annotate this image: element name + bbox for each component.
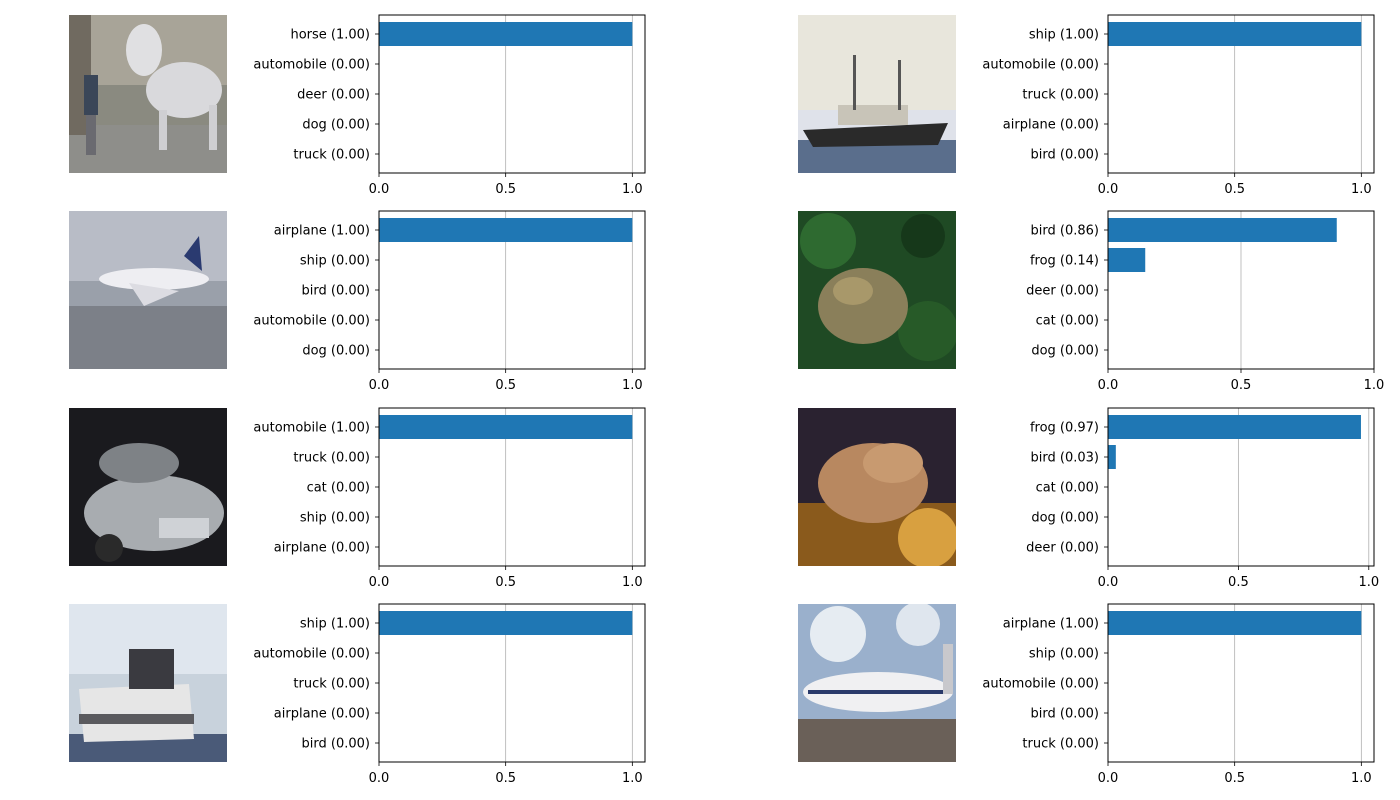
bar-chart-3: airplane (1.00) ship (0.00) bird (0.00) aut… bbox=[253, 210, 646, 393]
x-tick-label: 0.5 bbox=[495, 575, 516, 590]
x-tick-label: 1.0 bbox=[622, 378, 643, 393]
bar-chart-2: ship (1.00) automobile (0.00) truck (0.00)… bbox=[982, 14, 1375, 197]
bar bbox=[1108, 22, 1362, 46]
category-label: airplane (0.00) bbox=[1003, 118, 1099, 133]
category-label: airplane (1.00) bbox=[1003, 617, 1099, 632]
plot-frame bbox=[1107, 14, 1375, 174]
category-label: airplane (0.00) bbox=[274, 707, 370, 722]
category-label: automobile (1.00) bbox=[253, 421, 370, 436]
category-label: bird (0.86) bbox=[1031, 224, 1099, 239]
x-tick-label: 0.0 bbox=[1098, 378, 1119, 393]
x-tick-label: 1.0 bbox=[1364, 378, 1385, 393]
x-tick-label: 0.0 bbox=[1098, 182, 1119, 197]
bar-chart-8: airplane (1.00) ship (0.00) automobile (0.… bbox=[982, 603, 1375, 786]
x-tick-label: 0.0 bbox=[369, 575, 390, 590]
x-tick-label: 0.0 bbox=[1098, 575, 1119, 590]
category-label: bird (0.00) bbox=[1031, 148, 1099, 163]
category-label: automobile (0.00) bbox=[982, 58, 1099, 73]
category-label: ship (1.00) bbox=[300, 617, 370, 632]
category-label: ship (0.00) bbox=[300, 511, 370, 526]
category-label: dog (0.00) bbox=[302, 344, 370, 359]
category-label: horse (1.00) bbox=[290, 28, 370, 43]
category-label: ship (1.00) bbox=[1029, 28, 1099, 43]
plot-frame bbox=[1107, 603, 1375, 763]
thumbnail-ship bbox=[798, 15, 956, 173]
x-tick-label: 0.5 bbox=[495, 378, 516, 393]
x-tick-label: 0.5 bbox=[1224, 182, 1245, 197]
bar bbox=[1108, 611, 1362, 635]
x-tick-label: 1.0 bbox=[622, 575, 643, 590]
category-label: bird (0.00) bbox=[302, 284, 370, 299]
plot-frame bbox=[378, 210, 646, 370]
bar-chart-6: frog (0.97) bird (0.03) cat (0.00) dog (0.0… bbox=[1026, 407, 1379, 590]
bar bbox=[1108, 218, 1337, 242]
bar-chart-1: horse (1.00) automobile (0.00) deer (0.00)… bbox=[253, 14, 646, 197]
x-tick-label: 1.0 bbox=[622, 182, 643, 197]
thumbnail-horse bbox=[69, 15, 227, 173]
category-label: automobile (0.00) bbox=[253, 314, 370, 329]
category-label: ship (0.00) bbox=[300, 254, 370, 269]
category-label: deer (0.00) bbox=[1026, 541, 1099, 556]
category-label: frog (0.14) bbox=[1030, 254, 1099, 269]
x-tick-label: 0.0 bbox=[369, 771, 390, 786]
x-tick-label: 0.5 bbox=[1224, 771, 1245, 786]
category-label: cat (0.00) bbox=[307, 481, 370, 496]
category-label: cat (0.00) bbox=[1036, 314, 1099, 329]
bar bbox=[379, 611, 633, 635]
thumbnail-frog-2 bbox=[798, 408, 956, 566]
plot-frame bbox=[1107, 407, 1375, 567]
category-label: deer (0.00) bbox=[1026, 284, 1099, 299]
category-label: truck (0.00) bbox=[1022, 88, 1099, 103]
x-tick-label: 1.0 bbox=[622, 771, 643, 786]
category-label: dog (0.00) bbox=[302, 118, 370, 133]
category-label: truck (0.00) bbox=[293, 677, 370, 692]
x-tick-label: 0.0 bbox=[1098, 771, 1119, 786]
thumbnail-airplane-2 bbox=[798, 604, 956, 762]
x-tick-label: 0.0 bbox=[369, 378, 390, 393]
category-label: cat (0.00) bbox=[1036, 481, 1099, 496]
category-label: truck (0.00) bbox=[293, 148, 370, 163]
category-label: ship (0.00) bbox=[1029, 647, 1099, 662]
x-tick-label: 1.0 bbox=[1358, 575, 1379, 590]
x-tick-label: 0.5 bbox=[1231, 378, 1252, 393]
category-label: deer (0.00) bbox=[297, 88, 370, 103]
category-label: airplane (1.00) bbox=[274, 224, 370, 239]
category-label: truck (0.00) bbox=[1022, 737, 1099, 752]
category-label: truck (0.00) bbox=[293, 451, 370, 466]
category-label: automobile (0.00) bbox=[253, 58, 370, 73]
bar-chart-7: ship (1.00) automobile (0.00) truck (0.00)… bbox=[253, 603, 646, 786]
bar bbox=[379, 415, 633, 439]
plot-frame bbox=[378, 407, 646, 567]
x-tick-label: 1.0 bbox=[1351, 182, 1372, 197]
bar bbox=[379, 22, 633, 46]
category-label: bird (0.00) bbox=[302, 737, 370, 752]
bar bbox=[1108, 415, 1361, 439]
x-tick-label: 0.5 bbox=[495, 182, 516, 197]
bar bbox=[379, 218, 633, 242]
x-tick-label: 1.0 bbox=[1351, 771, 1372, 786]
plot-frame bbox=[378, 603, 646, 763]
x-tick-label: 0.5 bbox=[1228, 575, 1249, 590]
x-tick-label: 0.5 bbox=[495, 771, 516, 786]
category-label: automobile (0.00) bbox=[982, 677, 1099, 692]
bar-chart-5: automobile (1.00) truck (0.00) cat (0.00) s… bbox=[253, 407, 646, 590]
category-label: dog (0.00) bbox=[1031, 344, 1099, 359]
category-label: dog (0.00) bbox=[1031, 511, 1099, 526]
category-label: frog (0.97) bbox=[1030, 421, 1099, 436]
bar-chart-4: bird (0.86) frog (0.14) deer (0.00) cat (0.… bbox=[1026, 210, 1385, 393]
category-label: bird (0.03) bbox=[1031, 451, 1099, 466]
category-label: bird (0.00) bbox=[1031, 707, 1099, 722]
bar bbox=[1108, 445, 1116, 469]
x-tick-label: 0.0 bbox=[369, 182, 390, 197]
category-label: airplane (0.00) bbox=[274, 541, 370, 556]
plot-frame bbox=[378, 14, 646, 174]
bar bbox=[1108, 248, 1146, 272]
thumbnail-automobile bbox=[69, 408, 227, 566]
thumbnail-ship-2 bbox=[69, 604, 227, 762]
thumbnail-frog bbox=[798, 211, 956, 369]
thumbnail-airplane bbox=[69, 211, 227, 369]
category-label: automobile (0.00) bbox=[253, 647, 370, 662]
